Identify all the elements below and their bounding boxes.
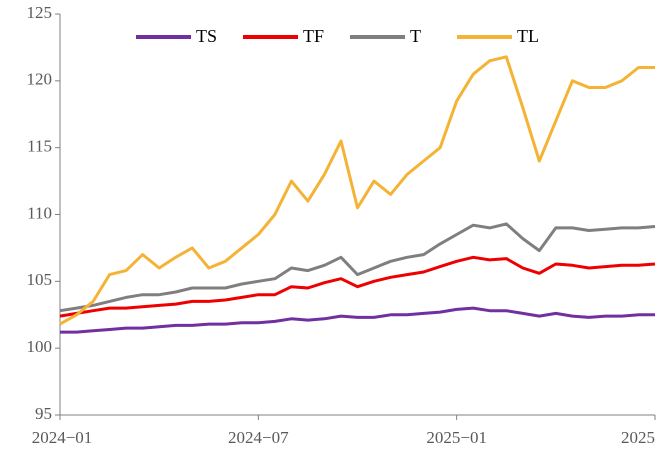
y-tick-label: 120 — [27, 70, 53, 89]
x-tick-label: 2024−07 — [228, 428, 289, 447]
line-series — [59, 222, 656, 313]
line-series — [60, 306, 655, 334]
y-tick-label: 110 — [27, 203, 52, 222]
y-tick-label: 105 — [27, 270, 53, 289]
legend-label: TL — [517, 26, 539, 46]
y-tick-label: 125 — [27, 3, 53, 22]
y-tick-label: 95 — [35, 404, 52, 423]
legend-label: TS — [196, 26, 217, 46]
line-series — [59, 55, 655, 326]
line-series — [59, 255, 656, 318]
x-tick-label: 2025−01 — [426, 428, 487, 447]
legend-label: TF — [303, 26, 324, 46]
y-tick-label: 100 — [27, 337, 53, 356]
y-tick-label: 115 — [27, 137, 52, 156]
legend-label: T — [410, 26, 421, 46]
x-tick-label: 2025 — [621, 428, 655, 447]
x-tick-label: 2024−01 — [32, 428, 93, 447]
